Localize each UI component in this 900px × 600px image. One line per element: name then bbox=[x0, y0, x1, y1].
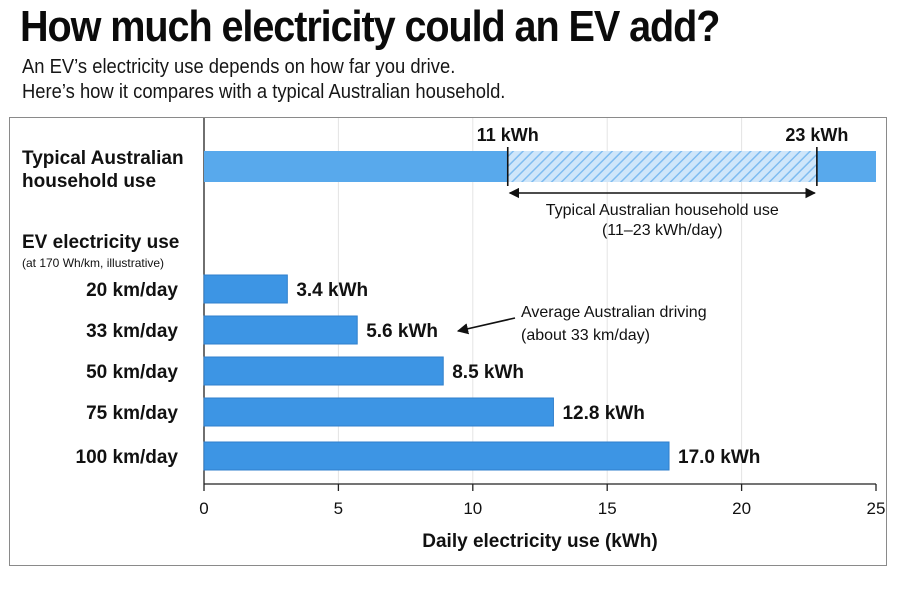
ev-bars: 20 km/day 3.4 kWh 33 km/day 5.6 kWh 50 km/da… bbox=[76, 274, 760, 471]
household-range-hatched bbox=[507, 151, 817, 182]
ev-bar bbox=[203, 315, 358, 345]
ev-bar-category-label: 33 km/day bbox=[86, 321, 178, 342]
household-label-line-2: household use bbox=[22, 171, 156, 192]
household-range-caption-line-1: Typical Australian household use bbox=[546, 202, 779, 219]
household-range-low-label: 11 kWh bbox=[477, 125, 539, 145]
annotation-line-1: Average Australian driving bbox=[521, 304, 707, 321]
subtitle-line-1: An EV’s electricity use depends on how f… bbox=[22, 56, 456, 78]
ev-bar bbox=[203, 356, 444, 386]
x-ticks: 0 5 10 15 20 25 bbox=[199, 484, 885, 518]
subtitle-line-2: Here’s how it compares with a typical Au… bbox=[22, 81, 506, 103]
household-label-line-1: Typical Australian bbox=[22, 148, 184, 169]
household-range-high-label: 23 kWh bbox=[785, 125, 848, 145]
x-tick-label: 20 bbox=[732, 499, 751, 518]
annotation-arrow bbox=[456, 317, 516, 335]
ev-bar-category-label: 50 km/day bbox=[86, 362, 178, 383]
ev-bar bbox=[203, 441, 670, 471]
x-tick-label: 10 bbox=[463, 499, 482, 518]
x-tick-label: 25 bbox=[867, 499, 886, 518]
ev-bar bbox=[203, 274, 288, 304]
ev-bar-value-label: 3.4 kWh bbox=[296, 280, 368, 301]
x-tick-label: 15 bbox=[598, 499, 617, 518]
ev-bar-value-label: 8.5 kWh bbox=[452, 362, 524, 383]
ev-bar-value-label: 17.0 kWh bbox=[678, 447, 760, 468]
ev-bar-category-label: 20 km/day bbox=[86, 280, 178, 301]
x-axis-label: Daily electricity use (kWh) bbox=[422, 531, 657, 552]
chart-title: How much electricity could an EV add? bbox=[20, 2, 720, 51]
ev-section-note: (at 170 Wh/km, illustrative) bbox=[22, 256, 164, 270]
x-tick-label: 5 bbox=[334, 499, 343, 518]
ev-bar-category-label: 75 km/day bbox=[86, 403, 178, 424]
household-range-caption-line-2: (11–23 kWh/day) bbox=[602, 222, 723, 239]
ev-bar bbox=[203, 397, 554, 427]
ev-bar-value-label: 5.6 kWh bbox=[366, 321, 438, 342]
ev-bar-value-label: 12.8 kWh bbox=[562, 403, 644, 424]
x-tick-label: 0 bbox=[199, 499, 208, 518]
chart-panel bbox=[9, 117, 887, 566]
annotation-line-2: (about 33 km/day) bbox=[521, 327, 650, 344]
ev-bar-category-label: 100 km/day bbox=[76, 447, 179, 468]
ev-section-heading: EV electricity use bbox=[22, 232, 179, 253]
